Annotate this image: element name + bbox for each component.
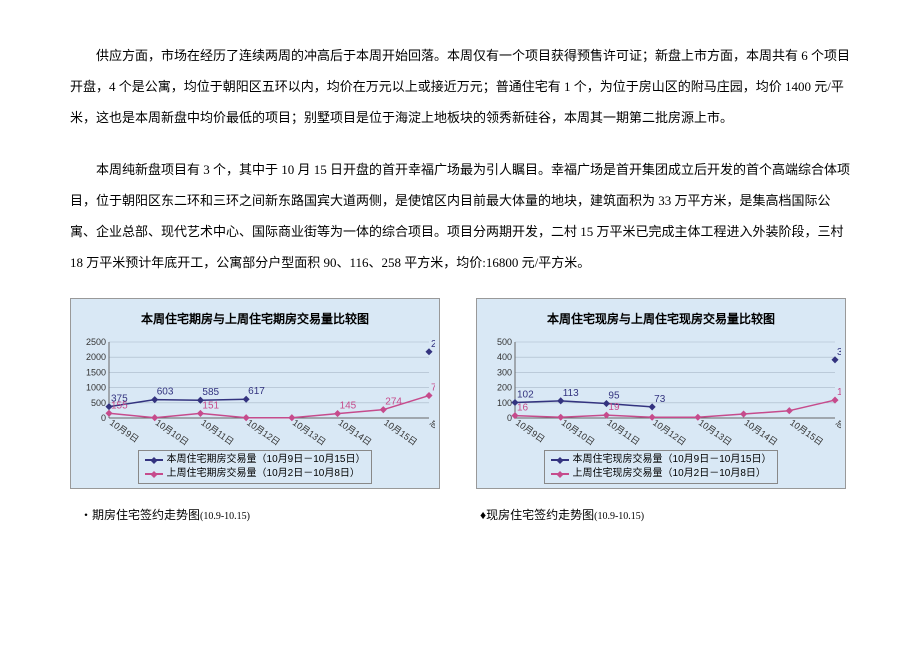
svg-text:739: 739 bbox=[431, 383, 435, 394]
svg-text:100: 100 bbox=[497, 398, 512, 408]
chart-xianfang-title: 本周住宅现房与上周住宅现房交易量比较图 bbox=[481, 305, 841, 334]
svg-text:113: 113 bbox=[563, 388, 579, 399]
svg-text:73: 73 bbox=[654, 394, 666, 405]
legend-row: 上周住宅期房交易量（10月2日－10月8日） bbox=[145, 467, 366, 481]
svg-text:1000: 1000 bbox=[86, 383, 106, 393]
chart-qifang-title: 本周住宅期房与上周住宅期房交易量比较图 bbox=[75, 305, 435, 334]
legend-row: 本周住宅期房交易量（10月9日－10月15日） bbox=[145, 453, 366, 467]
svg-text:19: 19 bbox=[608, 402, 620, 413]
paragraph-projects: 本周纯新盘项目有 3 个，其中于 10 月 15 日开盘的首开幸福广场最为引人瞩… bbox=[70, 154, 850, 279]
captions-row: ‧期房住宅签约走势图(10.9-10.15) ♦现房住宅签约走势图(10.9-1… bbox=[70, 507, 850, 524]
svg-text:617: 617 bbox=[248, 386, 265, 397]
chart-xianfang-plot: 010020030040050010月9日10月10日10月11日10月12日1… bbox=[481, 336, 841, 446]
legend-row: 上周住宅现房交易量（10月2日－10月8日） bbox=[551, 467, 772, 481]
legend-label: 本周住宅期房交易量（10月9日－10月15日） bbox=[167, 453, 366, 467]
svg-text:151: 151 bbox=[202, 401, 219, 412]
caption-qifang: ‧期房住宅签约走势图(10.9-10.15) bbox=[70, 507, 470, 524]
svg-text:1500: 1500 bbox=[86, 368, 106, 378]
svg-text:155: 155 bbox=[111, 400, 128, 411]
svg-text:102: 102 bbox=[517, 390, 534, 401]
charts-row: 本周住宅期房与上周住宅期房交易量比较图 05001000150020002500… bbox=[70, 298, 850, 489]
paragraph-supply: 供应方面，市场在经历了连续两周的冲高后于本周开始回落。本周仅有一个项目获得预售许… bbox=[70, 40, 850, 134]
caption-qifang-range: (10.9-10.15) bbox=[200, 511, 250, 522]
chart-xianfang: 本周住宅现房与上周住宅现房交易量比较图 010020030040050010月9… bbox=[476, 298, 846, 489]
legend-swatch bbox=[145, 459, 163, 461]
svg-text:500: 500 bbox=[91, 398, 106, 408]
legend-label: 本周住宅现房交易量（10月9日－10月15日） bbox=[573, 453, 772, 467]
svg-text:603: 603 bbox=[157, 387, 174, 398]
svg-text:118: 118 bbox=[837, 387, 841, 398]
svg-text:16: 16 bbox=[517, 403, 529, 414]
chart-qifang-legend: 本周住宅期房交易量（10月9日－10月15日）上周住宅期房交易量（10月2日－1… bbox=[138, 450, 373, 484]
svg-text:585: 585 bbox=[202, 387, 219, 398]
caption-xianfang-range: (10.9-10.15) bbox=[594, 511, 644, 522]
svg-text:400: 400 bbox=[497, 352, 512, 362]
legend-swatch bbox=[145, 473, 163, 475]
svg-text:200: 200 bbox=[497, 383, 512, 393]
caption-qifang-text: ‧期房住宅签约走势图 bbox=[80, 508, 200, 522]
svg-text:0: 0 bbox=[101, 413, 106, 423]
svg-text:145: 145 bbox=[340, 401, 357, 412]
svg-text:300: 300 bbox=[497, 368, 512, 378]
legend-swatch bbox=[551, 473, 569, 475]
caption-xianfang-text: ♦现房住宅签约走势图 bbox=[480, 508, 594, 522]
chart-qifang-plot: 0500100015002000250010月9日10月10日10月11日10月… bbox=[75, 336, 435, 446]
chart-xianfang-legend: 本周住宅现房交易量（10月9日－10月15日）上周住宅现房交易量（10月2日－1… bbox=[544, 450, 779, 484]
svg-text:2179: 2179 bbox=[431, 339, 435, 350]
legend-label: 上周住宅期房交易量（10月2日－10月8日） bbox=[167, 467, 360, 481]
legend-label: 上周住宅现房交易量（10月2日－10月8日） bbox=[573, 467, 766, 481]
svg-text:2500: 2500 bbox=[86, 337, 106, 347]
legend-swatch bbox=[551, 459, 569, 461]
svg-text:500: 500 bbox=[497, 337, 512, 347]
svg-text:274: 274 bbox=[385, 397, 402, 408]
svg-text:95: 95 bbox=[608, 391, 620, 402]
svg-text:2000: 2000 bbox=[86, 352, 106, 362]
chart-qifang: 本周住宅期房与上周住宅期房交易量比较图 0 500 1000 1500 2000 2500… bbox=[70, 298, 440, 489]
svg-text:0: 0 bbox=[507, 413, 512, 423]
svg-text:383: 383 bbox=[837, 347, 841, 358]
caption-xianfang: ♦现房住宅签约走势图(10.9-10.15) bbox=[470, 507, 870, 524]
legend-row: 本周住宅现房交易量（10月9日－10月15日） bbox=[551, 453, 772, 467]
